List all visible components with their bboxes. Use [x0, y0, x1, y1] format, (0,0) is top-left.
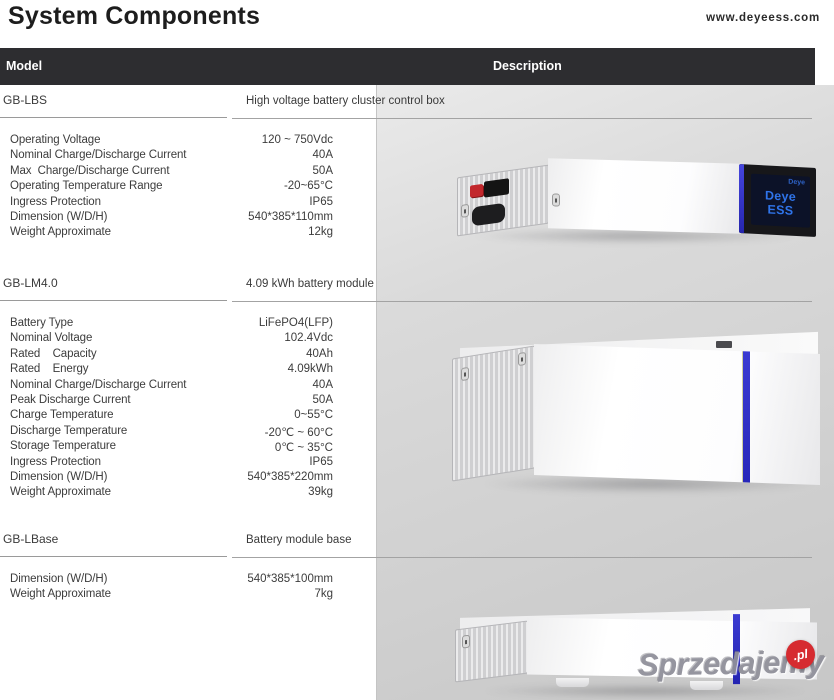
spec-row: Dimension (W/D/H) 540*385*100mm — [0, 573, 375, 588]
spec-value: 39kg — [308, 486, 333, 499]
spec-label: Max Charge/Discharge Current — [10, 164, 170, 177]
spec-row: Ingress Protection IP65 — [0, 456, 375, 471]
description-label: Battery module base — [246, 534, 352, 546]
column-description-label: Description — [493, 59, 562, 73]
base-left-face — [455, 620, 528, 683]
spec-value: 40Ah — [306, 347, 333, 360]
top-connector — [716, 341, 732, 348]
spec-value: 7kg — [314, 588, 333, 601]
spec-label: Peak Discharge Current — [10, 393, 131, 406]
page-title: System Components — [8, 2, 261, 30]
spec-value: 12kg — [308, 226, 333, 239]
description-label: High voltage battery cluster control box — [246, 95, 445, 107]
spec-value: 120 ~ 750Vdc — [261, 134, 333, 146]
spec-value: 50A — [312, 393, 333, 406]
spec-row: Dimension (W/D/H) 540*385*110mm — [0, 211, 375, 226]
spec-value: -20~65°C — [283, 180, 333, 193]
spec-label: Nominal Voltage — [10, 332, 93, 345]
spec-label: Storage Temperature — [10, 440, 116, 453]
spec-value: 540*385*110mm — [248, 210, 333, 223]
spec-row: Nominal Charge/Discharge Current 40A — [0, 149, 375, 164]
spec-label: Weight Approximate — [10, 486, 111, 499]
spec-value: 540*385*100mm — [247, 573, 333, 585]
spec-row: Storage Temperature 0℃ ~ 35°C — [0, 440, 375, 455]
spec-row: Rated Energy 4.09kWh — [0, 363, 375, 378]
spec-label: Nominal Charge/Discharge Current — [10, 378, 187, 391]
spec-row: Charge Temperature 0~55°C — [0, 409, 375, 424]
spec-row: Max Charge/Discharge Current 50A — [0, 165, 375, 180]
model-label: GB-LM4.0 — [3, 276, 58, 290]
spec-value: IP65 — [309, 195, 333, 208]
table-header: Model Description — [0, 48, 815, 85]
spec-label: Rated Energy — [10, 363, 89, 376]
divider-line — [232, 118, 812, 119]
watermark: Sprzedajemy .pl — [638, 637, 824, 683]
spec-label: Ingress Protection — [10, 195, 101, 208]
website-url: www.deyeess.com — [706, 12, 820, 24]
spec-label: Discharge Temperature — [10, 424, 128, 437]
spec-value: 0℃ ~ 35°C — [274, 442, 333, 455]
spec-label: Operating Temperature Range — [10, 180, 163, 193]
divider-line — [0, 556, 227, 557]
spec-row: Weight Approximate 7kg — [0, 588, 375, 603]
divider-line — [232, 557, 812, 558]
spec-label: Operating Voltage — [10, 134, 101, 146]
spec-label: Ingress Protection — [10, 455, 101, 468]
spec-value: 40A — [312, 378, 333, 391]
spec-value: 102.4Vdc — [284, 332, 333, 345]
spec-label: Dimension (W/D/H) — [10, 470, 108, 483]
spec-label: Dimension (W/D/H) — [10, 573, 108, 585]
description-label: 4.09 kWh battery module — [246, 278, 374, 290]
spec-row: Nominal Charge/Discharge Current 40A — [0, 379, 375, 394]
spec-rows: Operating Voltage 120 ~ 750Vdc Nominal Ch… — [0, 134, 834, 242]
spec-row: Weight Approximate 12kg — [0, 226, 375, 241]
spec-row: Peak Discharge Current 50A — [0, 394, 375, 409]
spec-label: Rated Capacity — [10, 347, 97, 360]
spec-row: Rated Capacity 40Ah — [0, 348, 375, 363]
model-label: GB-LBS — [3, 93, 48, 107]
divider-line — [0, 300, 227, 301]
spec-label: Dimension (W/D/H) — [10, 210, 108, 223]
spec-label: Nominal Charge/Discharge Current — [10, 149, 187, 162]
product-shadow — [480, 684, 810, 698]
spec-value: 50A — [312, 164, 333, 177]
spec-row: Ingress Protection IP65 — [0, 196, 375, 211]
spec-label: Battery Type — [10, 317, 74, 329]
spec-label: Weight Approximate — [10, 226, 111, 239]
spec-value: IP65 — [309, 455, 333, 468]
spec-row: Operating Voltage 120 ~ 750Vdc — [0, 134, 375, 149]
spec-rows: Dimension (W/D/H) 540*385*100mm Weight Ap… — [0, 573, 834, 604]
spec-label: Weight Approximate — [10, 588, 111, 601]
spec-row: Operating Temperature Range -20~65°C — [0, 180, 375, 195]
column-model-label: Model — [6, 59, 43, 73]
spec-label: Charge Temperature — [10, 409, 114, 422]
base-foot — [690, 681, 723, 690]
spec-value: LiFePO4(LFP) — [258, 317, 333, 329]
spec-row: Weight Approximate 39kg — [0, 486, 375, 501]
spec-value: 540*385*220mm — [247, 470, 333, 483]
spec-row: Discharge Temperature -20℃ ~ 60°C — [0, 425, 375, 440]
spec-row: Battery Type LiFePO4(LFP) — [0, 317, 375, 332]
model-label: GB-LBase — [3, 532, 59, 546]
spec-value: 40A — [312, 149, 333, 162]
spec-row: Nominal Voltage 102.4Vdc — [0, 332, 375, 347]
spec-value: 4.09kWh — [287, 363, 333, 376]
base-foot — [556, 678, 589, 687]
divider-line — [232, 301, 812, 302]
spec-value: 0~55°C — [294, 409, 333, 422]
spec-row: Dimension (W/D/H) 540*385*220mm — [0, 471, 375, 486]
handle-latch — [462, 634, 470, 649]
spec-rows: Battery Type LiFePO4(LFP) Nominal Voltage… — [0, 317, 834, 502]
spec-value: -20℃ ~ 60°C — [264, 426, 333, 439]
divider-line — [0, 117, 227, 118]
